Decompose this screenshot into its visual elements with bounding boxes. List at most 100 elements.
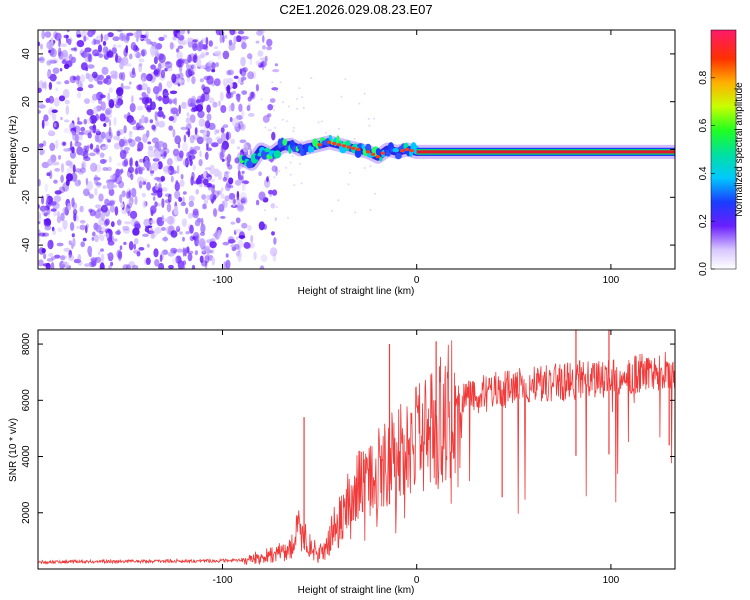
noise-point [353, 138, 356, 140]
noise-point [230, 102, 235, 112]
noise-point [124, 158, 128, 167]
noise-point [45, 121, 49, 126]
noise-point [287, 105, 290, 108]
noise-point [146, 243, 150, 248]
noise-point [95, 224, 102, 233]
noise-point [231, 82, 238, 89]
noise-point [54, 32, 62, 41]
spectrogram-x-tick-label: 0 [414, 275, 420, 286]
noise-point [60, 163, 65, 173]
noise-point [164, 61, 171, 65]
noise-point [185, 207, 189, 215]
noise-point [158, 36, 165, 42]
noise-point [141, 192, 146, 198]
noise-point [141, 91, 147, 98]
noise-point [310, 77, 313, 79]
noise-point [99, 234, 105, 242]
noise-point [89, 128, 97, 133]
noise-point [55, 87, 58, 92]
colorbar-ticks: 0.0 0.2 0.4 0.6 0.8 Normalized spectral ampli… [698, 70, 745, 276]
noise-point [53, 97, 60, 107]
noise-point [54, 254, 61, 259]
noise-point [210, 178, 216, 183]
noise-point [236, 94, 241, 103]
noise-point [194, 219, 201, 227]
noise-point [126, 32, 134, 37]
noise-point [202, 178, 209, 186]
noise-point [63, 128, 70, 134]
noise-point [161, 198, 165, 209]
noise-point [138, 170, 143, 175]
noise-point [99, 152, 105, 158]
noise-point [58, 47, 62, 57]
noise-point [147, 230, 155, 235]
noise-point [211, 142, 219, 148]
noise-point [266, 176, 269, 183]
noise-point [193, 146, 201, 151]
noise-point [169, 90, 178, 95]
noise-point [174, 73, 181, 79]
noise-point [238, 235, 246, 239]
noise-point [186, 246, 190, 254]
noise-point [194, 52, 198, 63]
noise-point [187, 30, 190, 35]
noise-point [153, 56, 158, 65]
noise-point [188, 195, 195, 203]
noise-point [178, 197, 183, 202]
noise-point [108, 87, 113, 93]
noise-point [92, 231, 96, 237]
ridge-blob [273, 150, 282, 159]
noise-point [153, 248, 159, 258]
noise-point [71, 56, 76, 64]
noise-point [93, 39, 101, 45]
noise-point [41, 248, 46, 254]
noise-point [192, 43, 198, 52]
noise-point [224, 34, 228, 39]
noise-point [91, 71, 98, 79]
noise-point [190, 176, 194, 186]
noise-point [300, 182, 303, 185]
noise-point [214, 50, 222, 56]
snr-frame [37, 329, 676, 570]
noise-point [267, 113, 272, 118]
noise-point [204, 167, 212, 171]
noise-point [234, 179, 242, 186]
noise-point [150, 101, 156, 110]
noise-point [88, 193, 94, 199]
snr-line [38, 340, 675, 566]
noise-point [166, 65, 173, 72]
noise-point [45, 98, 51, 103]
noise-point [146, 181, 151, 191]
noise-point [157, 110, 164, 118]
noise-point [164, 193, 172, 197]
noise-point [222, 176, 227, 182]
noise-point [188, 200, 194, 208]
noise-point [59, 68, 63, 72]
noise-point [122, 225, 130, 231]
noise-point [137, 147, 141, 152]
noise-point [106, 75, 111, 80]
noise-point [296, 107, 299, 110]
noise-point [165, 226, 171, 233]
noise-point [108, 126, 112, 137]
noise-point [214, 46, 219, 50]
noise-point [212, 190, 220, 198]
noise-point [138, 166, 145, 171]
noise-point [170, 230, 178, 238]
noise-point [93, 174, 99, 185]
noise-point [240, 192, 247, 202]
noise-point [75, 75, 81, 81]
noise-point [209, 241, 217, 249]
noise-point [103, 34, 109, 41]
noise-point [224, 183, 231, 192]
noise-point [84, 53, 92, 63]
noise-point [105, 232, 110, 239]
noise-point [344, 78, 347, 81]
noise-point [354, 211, 357, 214]
noise-point [195, 189, 199, 195]
noise-point [63, 34, 70, 39]
noise-point [46, 193, 50, 198]
noise-point [177, 58, 184, 68]
noise-point [44, 31, 52, 38]
